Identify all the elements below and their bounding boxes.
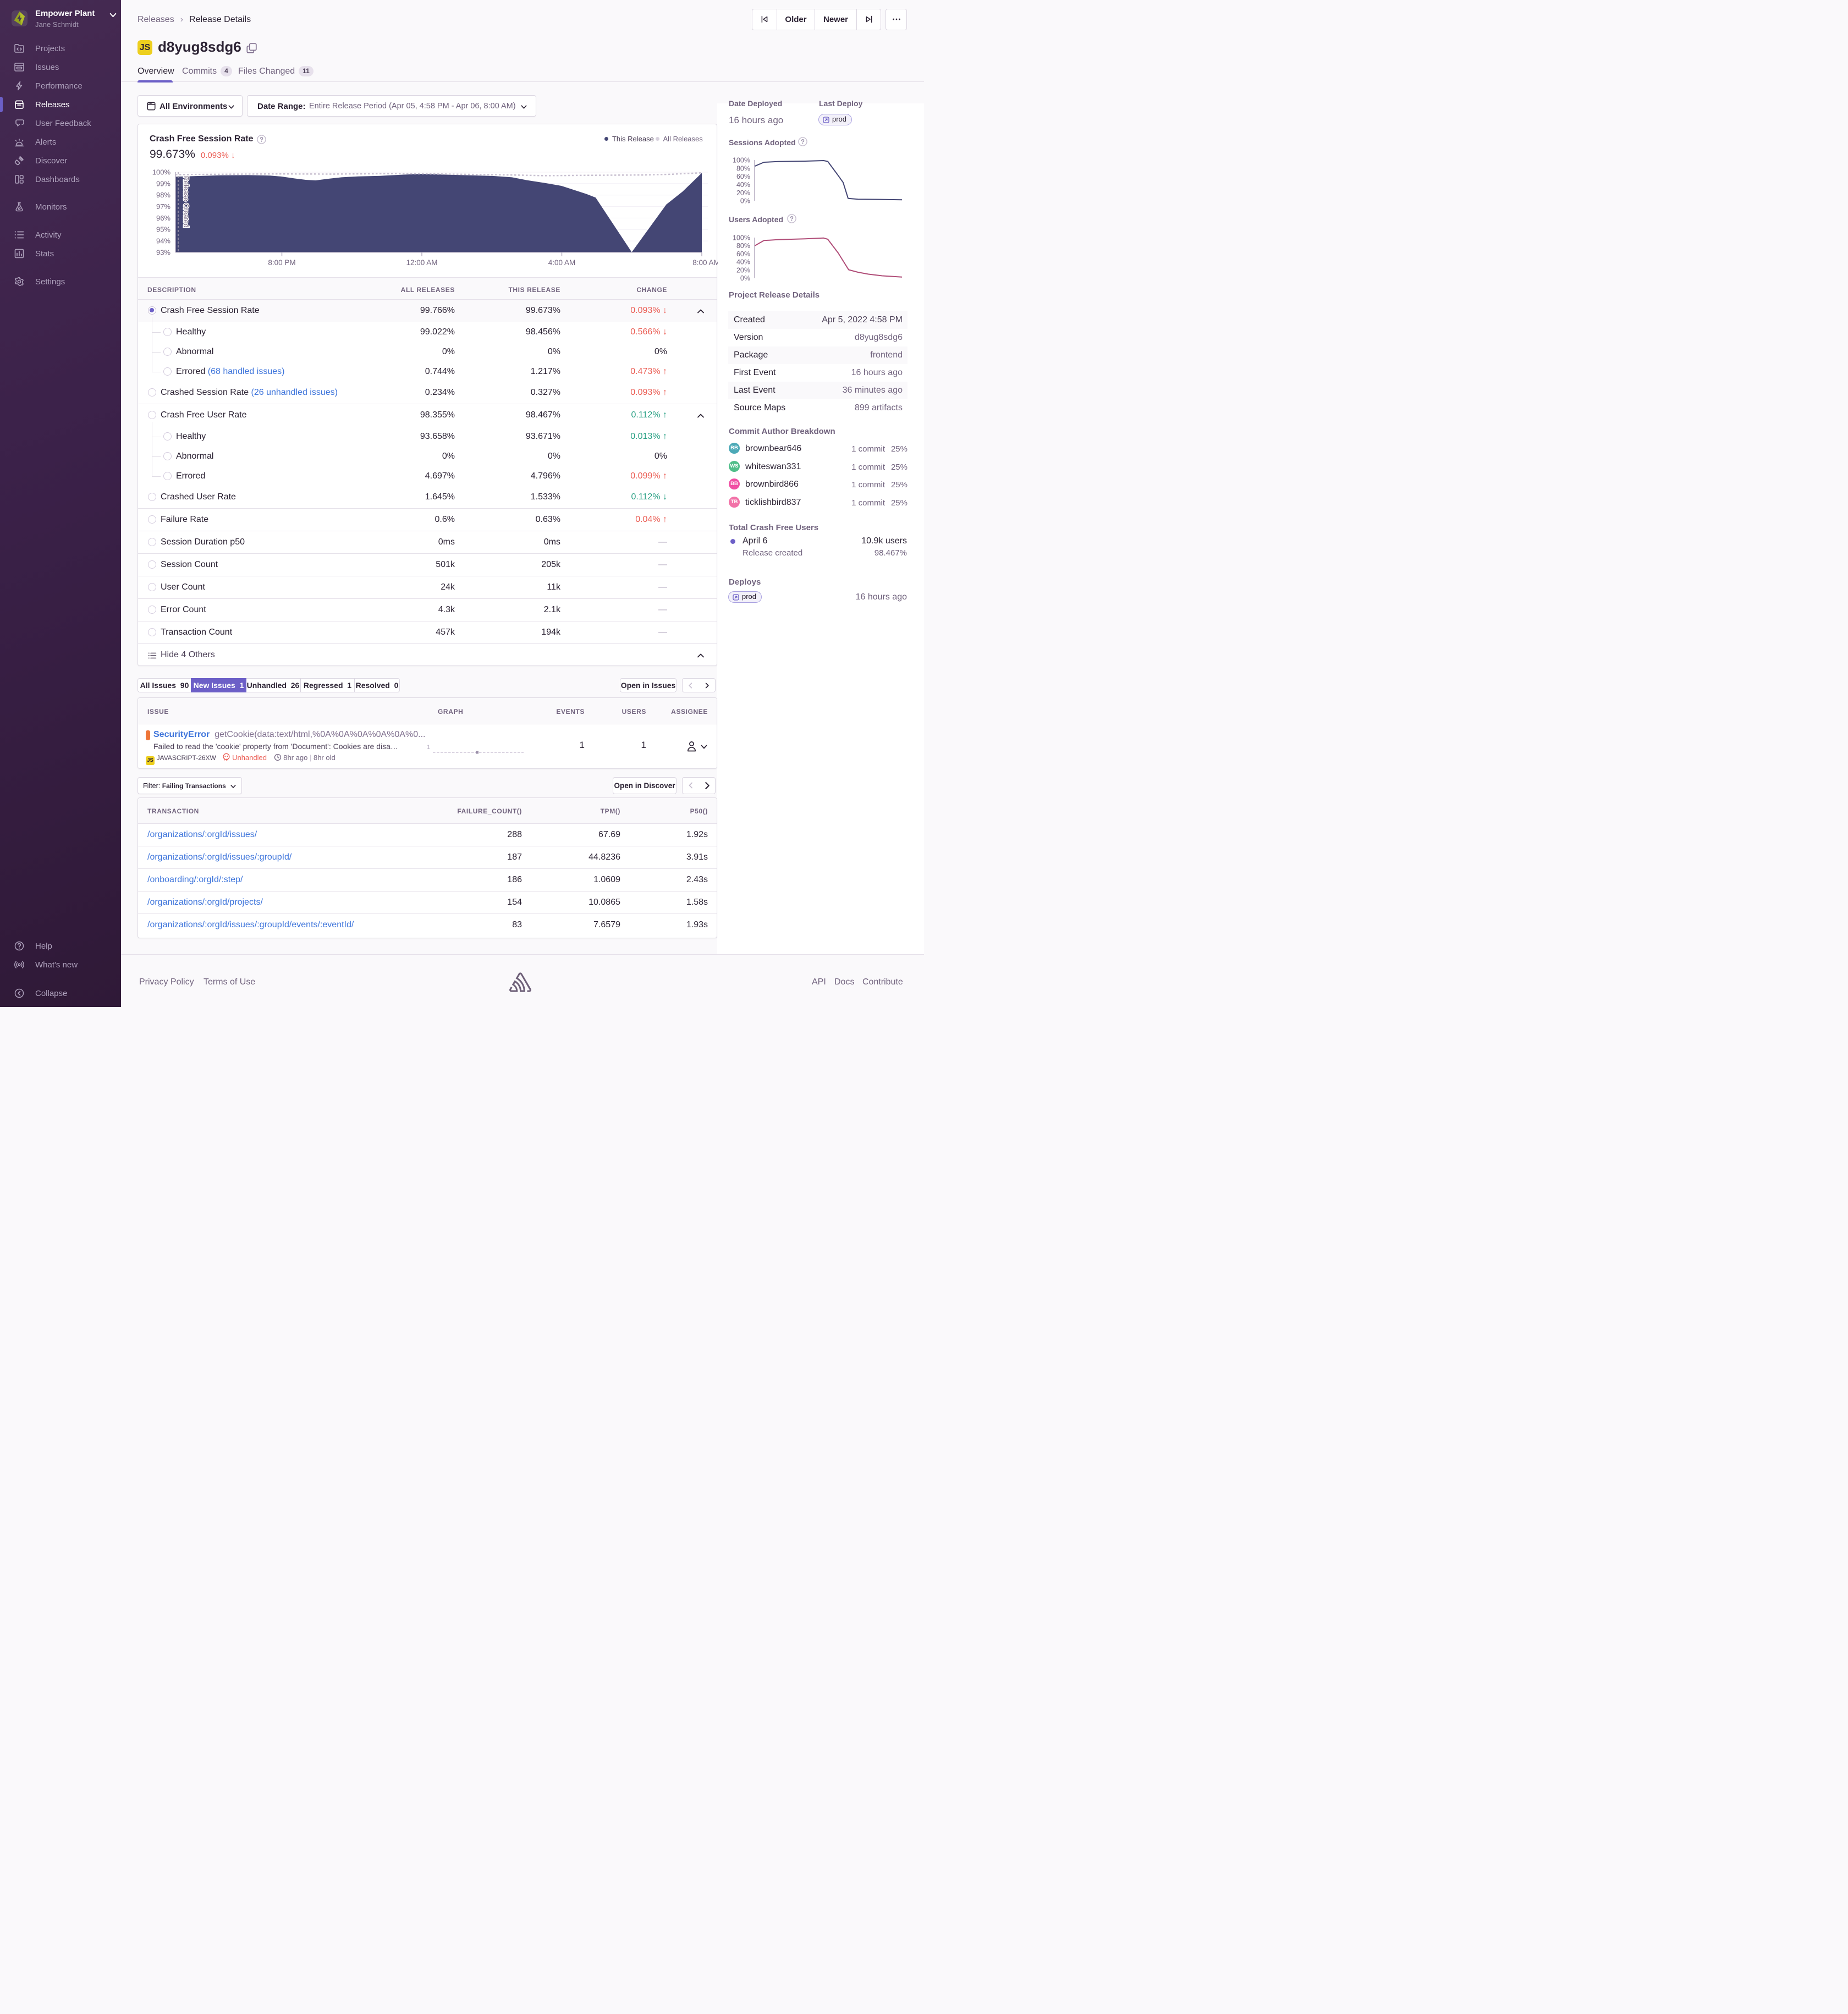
svg-text:96%: 96% (156, 214, 170, 222)
svg-text:0%: 0% (740, 197, 750, 205)
svg-text:100%: 100% (733, 157, 750, 164)
svg-text:99%: 99% (156, 179, 170, 188)
svg-text:8:00 PM: 8:00 PM (268, 258, 295, 266)
svg-text:0%: 0% (740, 274, 750, 282)
svg-text:98%: 98% (156, 191, 170, 199)
svg-text:97%: 97% (156, 202, 170, 211)
svg-text:100%: 100% (152, 168, 171, 177)
svg-text:94%: 94% (156, 237, 170, 245)
svg-text:60%: 60% (736, 250, 750, 258)
svg-text:12:00 AM: 12:00 AM (406, 258, 437, 266)
svg-text:40%: 40% (736, 258, 750, 266)
svg-text:100%: 100% (733, 234, 750, 242)
svg-text:80%: 80% (736, 242, 750, 250)
svg-text:60%: 60% (736, 173, 750, 180)
svg-text:8:00 AM: 8:00 AM (692, 258, 718, 266)
svg-text:93%: 93% (156, 248, 170, 256)
svg-text:Release Created: Release Created (182, 176, 190, 228)
svg-text:80%: 80% (736, 164, 750, 172)
svg-text:40%: 40% (736, 181, 750, 189)
svg-text:95%: 95% (156, 225, 170, 234)
svg-text:20%: 20% (736, 266, 750, 274)
svg-text:20%: 20% (736, 189, 750, 197)
svg-text:4:00 AM: 4:00 AM (548, 258, 576, 266)
